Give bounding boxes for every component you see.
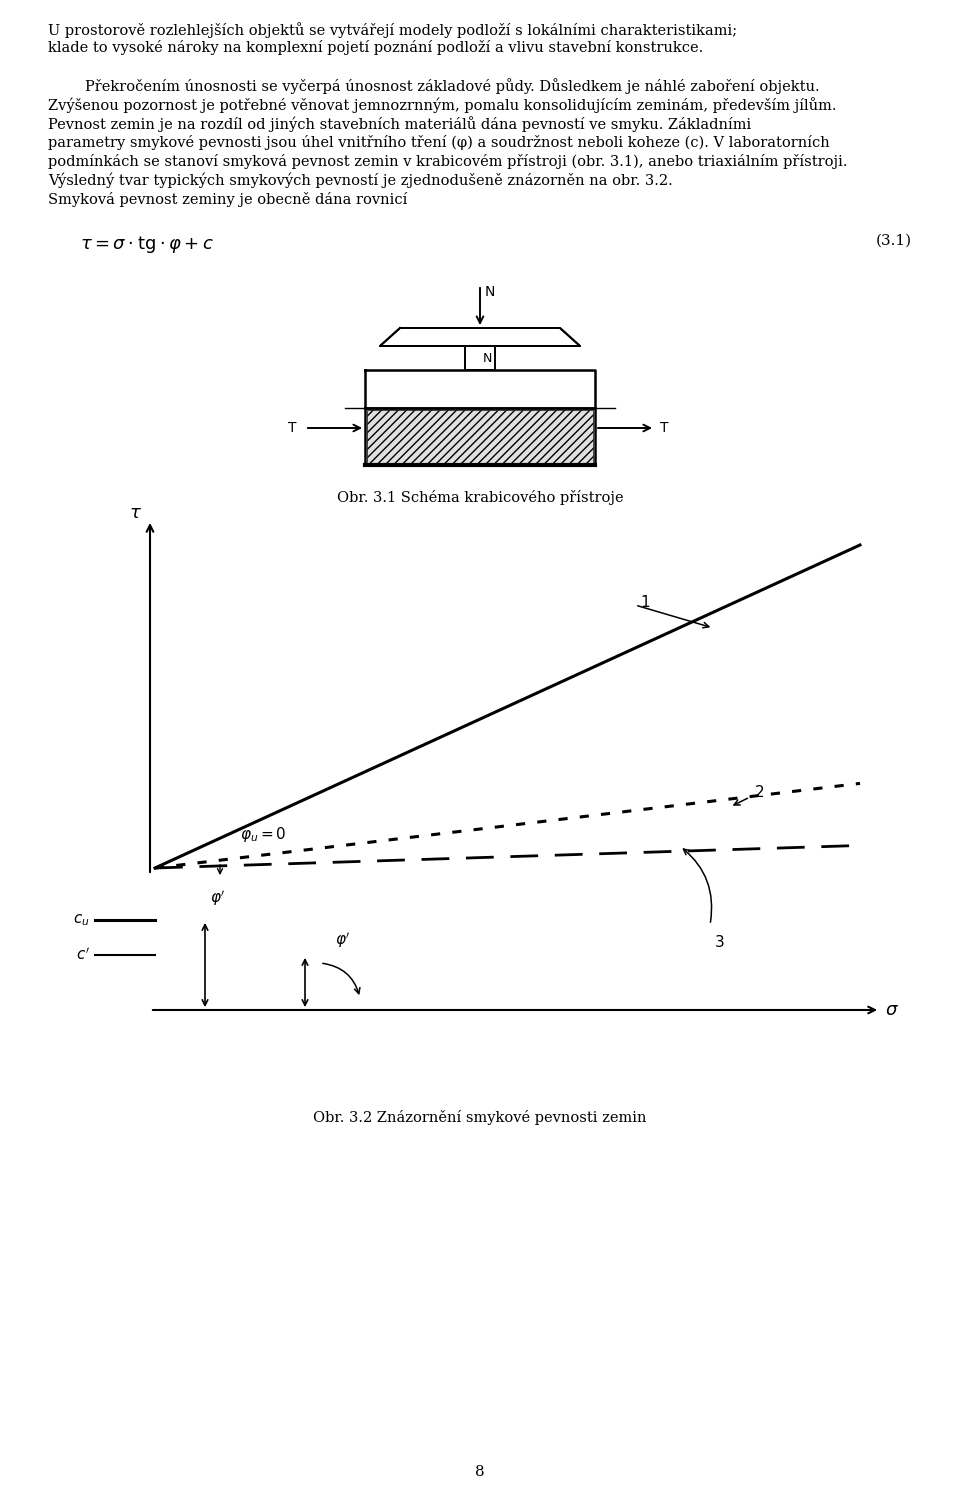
Text: podmínkách se stanoví smyková pevnost zemin v krabicovém přístroji (obr. 3.1), a: podmínkách se stanoví smyková pevnost ze… xyxy=(48,154,848,169)
Text: 3: 3 xyxy=(715,935,725,950)
Text: T: T xyxy=(289,422,297,435)
Polygon shape xyxy=(380,328,580,346)
Text: Obr. 3.2 Znázornění smykové pevnosti zemin: Obr. 3.2 Znázornění smykové pevnosti zem… xyxy=(313,1111,647,1126)
Text: 1: 1 xyxy=(640,595,650,610)
Text: $\tau$: $\tau$ xyxy=(129,505,142,521)
Text: Smyková pevnost zeminy je obecně dána rovnicí: Smyková pevnost zeminy je obecně dána ro… xyxy=(48,192,407,207)
Text: N: N xyxy=(485,286,495,299)
Text: $c_u$: $c_u$ xyxy=(73,913,90,928)
Text: $c'$: $c'$ xyxy=(76,947,90,964)
Text: Výsledný tvar typických smykových pevností je zjednodušeně znázorněn na obr. 3.2: Výsledný tvar typických smykových pevnos… xyxy=(48,172,673,189)
Text: $\varphi'$: $\varphi'$ xyxy=(335,931,350,950)
Text: Zvýšenou pozornost je potřebné věnovat jemnozrnným, pomalu konsolidujícím zeminá: Zvýšenou pozornost je potřebné věnovat j… xyxy=(48,97,836,113)
Text: N: N xyxy=(483,352,492,364)
Text: T: T xyxy=(660,422,668,435)
Text: Překročením únosnosti se vyčerpá únosnost základové půdy. Důsledkem je náhlé zab: Překročením únosnosti se vyčerpá únosnos… xyxy=(48,79,820,94)
Text: 8: 8 xyxy=(475,1466,485,1479)
Text: Obr. 3.1 Schéma krabicového přístroje: Obr. 3.1 Schéma krabicového přístroje xyxy=(337,490,623,505)
Text: $\sigma$: $\sigma$ xyxy=(885,1000,899,1018)
Bar xyxy=(367,409,593,462)
Text: (3.1): (3.1) xyxy=(876,234,912,248)
Text: klade to vysoké nároky na komplexní pojetí poznání podloží a vlivu stavební kons: klade to vysoké nároky na komplexní poje… xyxy=(48,39,704,54)
Text: 2: 2 xyxy=(755,786,764,799)
Text: $\varphi'$: $\varphi'$ xyxy=(210,888,226,908)
Text: $\tau = \sigma \cdot \mathrm{tg} \cdot \varphi + c$: $\tau = \sigma \cdot \mathrm{tg} \cdot \… xyxy=(80,234,214,255)
Text: $\varphi_u = 0$: $\varphi_u = 0$ xyxy=(240,825,287,845)
Text: parametry smykové pevnosti jsou úhel vnitřního tření (φ) a soudržnost neboli koh: parametry smykové pevnosti jsou úhel vni… xyxy=(48,134,829,150)
Text: U prostorově rozlehlejších objektů se vytvářejí modely podloží s lokálními chara: U prostorově rozlehlejších objektů se vy… xyxy=(48,23,737,38)
Text: Pevnost zemin je na rozdíl od jiných stavebních materiálů dána pevností ve smyku: Pevnost zemin je na rozdíl od jiných sta… xyxy=(48,116,752,131)
